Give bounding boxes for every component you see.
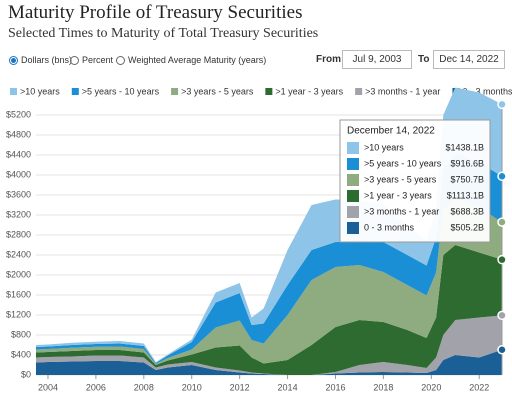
tooltip-name: >1 year - 3 years (364, 190, 432, 200)
hover-point (497, 254, 507, 265)
legend-swatch (71, 88, 79, 95)
tooltip-value: $750.7B (450, 174, 484, 184)
legend-swatch (171, 88, 179, 95)
tooltip-swatch (347, 158, 359, 170)
hover-point (497, 217, 507, 227)
tooltip-value: $505.2B (450, 222, 484, 232)
x-tick-label: 2004 (38, 382, 58, 392)
tooltip-name: 0 - 3 months (364, 222, 415, 232)
y-tick-label: $4000 (6, 169, 31, 179)
legend-label: 0 - 3 months (462, 86, 512, 96)
tooltip-value: $1113.1B (447, 190, 484, 200)
to-input[interactable]: Dec 14, 2022 (433, 50, 505, 69)
subtitle: Selected Times to Maturity of Total Trea… (8, 26, 319, 41)
x-tick-label: 2020 (421, 382, 441, 392)
hover-point (497, 310, 507, 321)
from-input[interactable]: Jul 9, 2003 (342, 50, 412, 69)
radio-label: Dollars (bns) (21, 55, 73, 65)
y-tick-label: $5200 (6, 109, 31, 119)
to-label: To (418, 54, 430, 65)
x-tick-label: 2012 (230, 382, 250, 392)
x-tick-label: 2008 (134, 382, 154, 392)
y-tick-label: $800 (11, 329, 31, 339)
radio-label: Percent (82, 55, 114, 65)
y-tick-label: $3600 (6, 189, 31, 199)
radio-percent[interactable]: Percent (70, 55, 113, 65)
tooltip-value: $688.3B (450, 206, 484, 216)
tooltip-value: $1438.1B (445, 142, 484, 152)
x-tick-label: 2014 (278, 382, 298, 392)
x-tick-label: 2010 (182, 382, 202, 392)
y-tick-label: $4800 (6, 129, 31, 139)
legend-label: >3 months - 1 year (365, 86, 440, 96)
area (36, 315, 502, 375)
x-tick-label: 2016 (325, 382, 345, 392)
y-tick-label: $400 (11, 349, 31, 359)
tooltip-box (339, 119, 491, 243)
hover-point (497, 99, 507, 110)
y-tick-label: $3200 (6, 209, 31, 219)
legend-label: >1 year - 3 years (275, 86, 343, 96)
x-tick-label: 2018 (373, 382, 393, 392)
legend-label: >10 years (20, 86, 60, 96)
legend-swatch (265, 88, 273, 95)
radio-label: Weighted Average Maturity (years) (128, 55, 267, 65)
hover-point (497, 344, 507, 355)
tooltip-value: $916.6B (450, 158, 484, 168)
tooltip: December 14, 2022 >10 years $1438.1B>5 yea… (339, 119, 491, 243)
y-tick-label: $1200 (6, 309, 31, 319)
legend-label: >5 years - 10 years (82, 86, 160, 96)
tooltip-swatch (347, 206, 359, 218)
tooltip-swatch (347, 142, 359, 154)
y-tick-label: $1600 (6, 289, 31, 299)
area (36, 245, 502, 375)
tooltip-swatch (347, 190, 359, 202)
y-tick-label: $4400 (6, 149, 31, 159)
tooltip-title: December 14, 2022 (347, 126, 435, 137)
tooltip-name: >3 years - 5 years (364, 174, 437, 184)
radio-wam[interactable]: Weighted Average Maturity (years) (116, 55, 266, 65)
radio-dollars[interactable]: Dollars (bns) (9, 55, 72, 65)
y-tick-label: $2400 (6, 249, 31, 259)
tooltip-swatch (347, 174, 359, 186)
area (36, 87, 502, 363)
y-tick-label: $2000 (6, 269, 31, 279)
legend-label: >3 years - 5 years (181, 86, 254, 96)
legend-swatch (10, 88, 17, 95)
title: Maturity Profile of Treasury Securities (8, 2, 303, 23)
tooltip-swatch (347, 222, 359, 234)
hover-point (497, 171, 507, 182)
legend-swatch (355, 88, 363, 95)
area (36, 349, 502, 375)
tooltip-name: >3 months - 1 year (364, 206, 439, 216)
y-tick-label: $2800 (6, 229, 31, 239)
x-tick-label: 2006 (86, 382, 106, 392)
tooltip-name: >10 years (364, 142, 404, 152)
x-tick-label: 2022 (469, 382, 489, 392)
y-tick-label: $0 (21, 369, 31, 379)
from-label: From (316, 54, 341, 65)
tooltip-name: >5 years - 10 years (364, 158, 442, 168)
